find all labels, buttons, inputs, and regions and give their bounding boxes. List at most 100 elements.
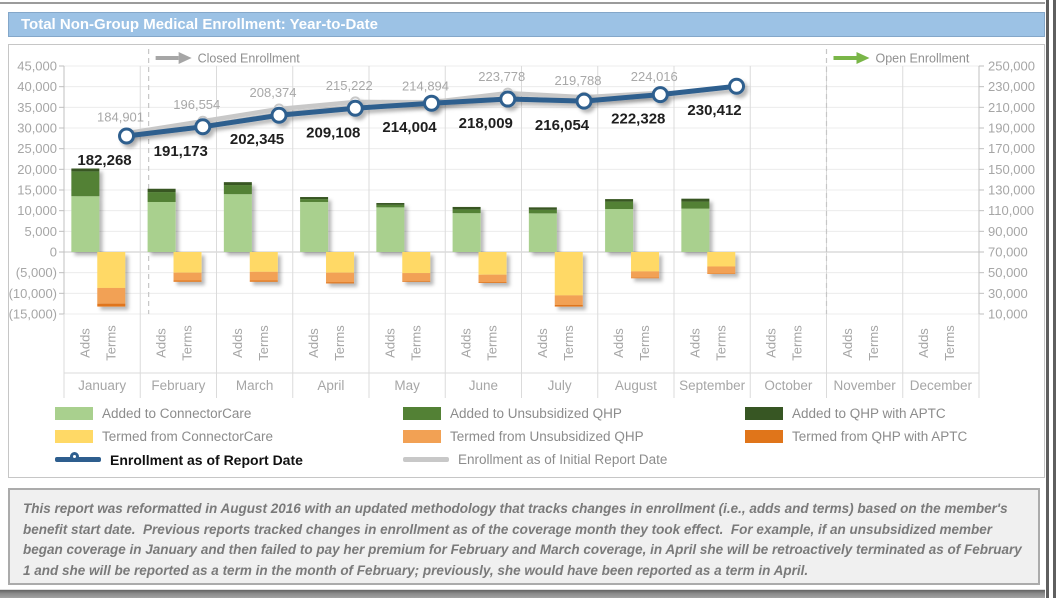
legend-label: Enrollment as of Report Date [110,451,303,468]
bar-adds-segment [681,198,710,202]
bar-terms-July [554,252,583,307]
category-sublabel: Adds [764,328,779,358]
bar-adds-August [605,199,634,252]
bar-adds-segment [452,209,481,214]
enrollment-chart-container: 45,000 40,000 35,000 30,000 25,000 20,000 15,0… [8,44,1045,478]
horizontal-scrollbar[interactable] [0,589,1045,598]
month-label: July [548,378,572,393]
bar-adds-segment [223,182,252,186]
left-axis-tick-label: (5,000) [16,265,57,280]
right-axis-tick-label: 210,000 [988,100,1035,115]
dark-green-swatch-icon [745,407,783,420]
bar-adds-segment [300,201,329,252]
legend-label: Termed from ConnectorCare [102,429,274,444]
left-axis-tick-label: 15,000 [17,183,57,198]
left-axis-tick-label: (15,000) [9,307,57,322]
line-initial [124,90,663,136]
light-orange-swatch-icon [403,430,441,443]
window-border-line [1046,0,1049,598]
month-label: January [78,378,126,393]
bar-terms-segment [554,252,583,296]
closed-enrollment-label: Closed Enrollment [198,52,301,66]
category-sublabel: Adds [230,328,245,358]
bar-terms-segment [554,304,583,307]
data-label-report: 230,412 [687,102,741,119]
legend-label: Added to QHP with APTC [792,406,946,421]
bar-adds-May [376,203,405,252]
bar-adds-July [528,207,557,252]
right-axis-tick-label: 190,000 [988,121,1035,136]
left-axis-tick-label: 40,000 [17,79,57,94]
right-axis-tick-label: 10,000 [988,307,1028,322]
bar-adds-segment [376,204,405,208]
data-label-initial: 224,016 [631,69,678,84]
legend-label: Termed from Unsubsidized QHP [450,429,644,444]
data-label-report: 222,328 [611,111,665,128]
left-axis-tick-label: 20,000 [17,162,57,177]
bar-adds-segment [300,197,329,200]
light-green-swatch-icon [55,407,93,420]
legend-label: Termed from QHP with APTC [792,429,968,444]
category-sublabel: Adds [916,328,931,358]
closed-enrollment-arrowhead [178,52,192,64]
bar-adds-segment [681,208,710,252]
bar-terms-segment [402,273,431,281]
bar-adds-segment [223,194,252,252]
bar-adds-segment [528,207,557,210]
marker-report [194,118,212,136]
marker-report [575,92,593,110]
right-axis-tick-label: 90,000 [988,224,1028,239]
left-axis-tick-label: 0 [50,245,57,260]
bar-terms-April [326,252,355,284]
data-label-report: 182,268 [77,152,131,169]
bar-terms-segment [249,271,278,281]
bar-adds-segment [452,213,481,252]
legend-item-termed-connectorcare: Termed from ConnectorCare [55,425,303,448]
marker-report [270,106,288,124]
marker-report [651,86,669,104]
window-border-line [1053,0,1056,598]
legend-item-enrollment-initial-report-date: Enrollment as of Initial Report Date [403,448,667,471]
bar-adds-January [71,168,100,252]
yellow-swatch-icon [55,430,93,443]
data-label-report: 209,108 [306,124,360,141]
legend-label: Added to Unsubsidized QHP [450,406,622,421]
bar-adds-segment [605,209,634,252]
bar-terms-segment [97,287,126,304]
bar-terms-March [249,252,278,282]
bar-adds-September [681,198,710,252]
bar-adds-segment [300,199,329,202]
methodology-note: This report was reformatted in August 20… [8,488,1040,585]
medium-green-swatch-icon [403,407,441,420]
left-axis-tick-label: (10,000) [9,286,57,301]
bar-adds-February [147,188,176,252]
category-sublabel: Adds [154,328,169,358]
left-axis-tick-label: 30,000 [17,121,57,136]
right-axis-tick-label: 70,000 [988,245,1028,260]
marker-report [728,77,746,95]
blue-line-marker-icon [55,452,101,462]
report-title-bar: Total Non-Group Medical Enrollment: Year… [8,12,1045,37]
bar-terms-segment [631,271,660,278]
right-axis-tick-label: 50,000 [988,265,1028,280]
category-sublabel: Terms [561,325,576,361]
bar-adds-June [452,206,481,252]
bar-terms-segment [707,266,736,274]
data-label-initial: 223,778 [478,69,525,84]
marker-report [346,99,364,117]
right-axis-tick-label: 30,000 [988,286,1028,301]
data-label-report: 202,345 [230,131,284,148]
bar-terms-February [173,252,202,282]
data-label-initial: 219,788 [555,73,602,88]
bar-terms-segment [249,252,278,272]
bar-terms-segment [326,282,355,284]
data-label-initial: 208,374 [250,85,297,100]
bar-terms-segment [631,252,660,272]
bar-terms-segment [402,252,431,274]
data-label-initial: 214,894 [402,78,449,93]
legend-item-termed-qhp-aptc: Termed from QHP with APTC [745,425,967,448]
bar-adds-segment [71,196,100,252]
enrollment-chart: 45,000 40,000 35,000 30,000 25,000 20,000 15,0… [9,49,1035,398]
right-axis-tick-label: 230,000 [988,79,1035,94]
bar-adds-segment [376,207,405,252]
